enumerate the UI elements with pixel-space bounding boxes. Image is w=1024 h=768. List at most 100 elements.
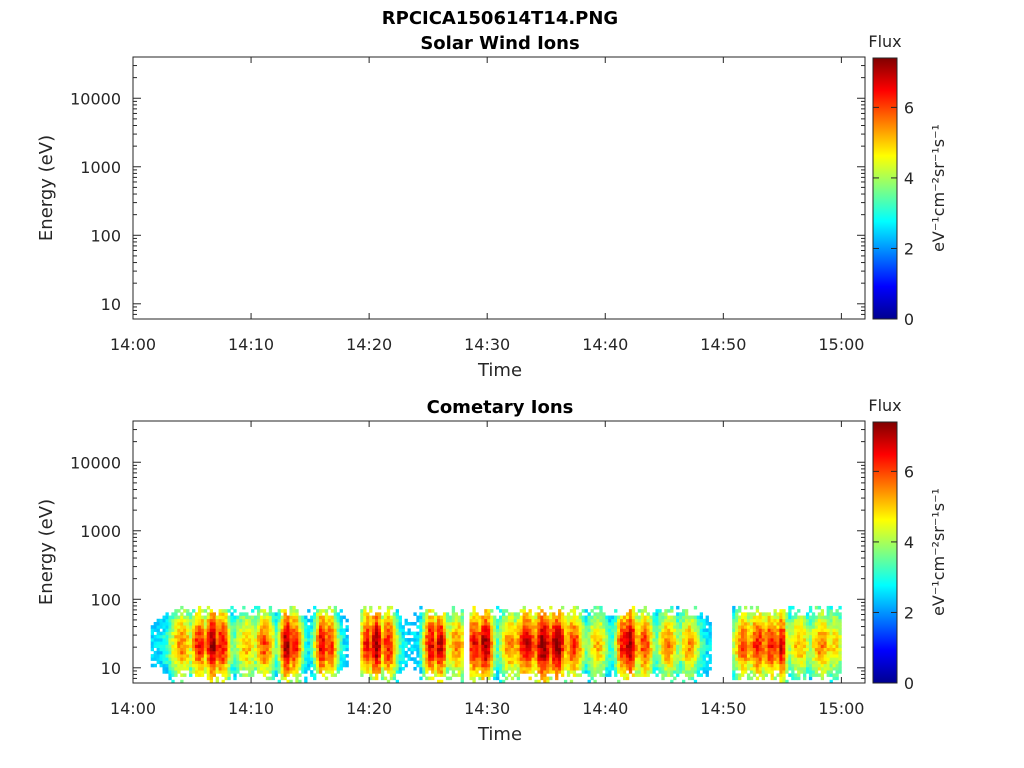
flux-cell xyxy=(602,647,606,652)
flux-cell xyxy=(522,654,526,658)
flux-cell xyxy=(823,650,827,655)
flux-cell xyxy=(369,666,373,671)
flux-cell xyxy=(587,679,591,684)
flux-cell xyxy=(274,663,278,668)
flux-cell xyxy=(372,628,376,632)
flux-cell xyxy=(705,650,709,655)
flux-cell xyxy=(156,628,160,632)
flux-cell xyxy=(661,666,665,671)
flux-cell xyxy=(439,631,444,636)
flux-cell xyxy=(268,650,273,655)
flux-cell xyxy=(805,615,810,620)
flux-cell xyxy=(437,657,441,661)
flux-cell xyxy=(428,638,432,642)
flux-cell xyxy=(248,625,252,629)
flux-cell xyxy=(829,650,833,655)
flux-cell xyxy=(313,676,317,681)
flux-cell xyxy=(800,666,804,671)
flux-cell xyxy=(794,634,798,639)
flux-cell xyxy=(425,663,429,668)
flux-cell xyxy=(194,621,199,626)
flux-cell xyxy=(318,657,323,661)
flux-cell xyxy=(611,625,615,629)
flux-cell xyxy=(575,660,580,665)
flux-cell xyxy=(318,634,323,639)
flux-cell xyxy=(496,676,500,681)
flux-cell xyxy=(248,666,252,671)
flux-cell xyxy=(159,621,163,626)
flux-cell xyxy=(398,638,402,642)
flux-cell xyxy=(321,647,326,652)
flux-cell xyxy=(383,666,388,671)
flux-cell xyxy=(375,673,379,677)
flux-cell xyxy=(224,663,228,668)
flux-cell xyxy=(280,647,284,652)
flux-cell xyxy=(472,679,476,684)
flux-cell xyxy=(333,621,338,626)
flux-cell xyxy=(690,631,695,636)
flux-cell xyxy=(248,650,252,655)
flux-cell xyxy=(192,644,196,649)
flux-cell xyxy=(265,654,270,658)
flux-cell xyxy=(324,634,329,639)
flux-cell xyxy=(835,631,839,636)
flux-cell xyxy=(620,638,624,642)
flux-cell xyxy=(183,618,187,623)
flux-cell xyxy=(826,654,830,658)
flux-cell xyxy=(490,625,494,629)
flux-cell xyxy=(292,625,296,629)
flux-cell xyxy=(233,663,237,668)
x-tick-label: 14:10 xyxy=(228,699,274,718)
flux-cell xyxy=(749,634,754,639)
flux-cell xyxy=(682,657,686,661)
flux-cell xyxy=(817,657,822,661)
flux-cell xyxy=(531,625,535,629)
flux-cell xyxy=(558,660,562,665)
flux-cell xyxy=(552,621,556,626)
flux-cell xyxy=(504,615,509,620)
flux-cell xyxy=(336,612,340,616)
flux-cell xyxy=(658,654,662,658)
flux-cell xyxy=(286,657,290,661)
flux-cell xyxy=(673,660,677,665)
flux-cell xyxy=(682,631,686,636)
flux-cell xyxy=(233,628,237,632)
flux-cell xyxy=(271,631,276,636)
flux-cell xyxy=(286,670,290,674)
flux-cell xyxy=(667,666,671,671)
flux-cell xyxy=(614,618,618,623)
flux-cell xyxy=(572,650,577,655)
flux-cell xyxy=(212,673,216,677)
flux-cell xyxy=(637,631,642,636)
flux-cell xyxy=(596,625,600,629)
flux-cell xyxy=(693,647,698,652)
flux-cell xyxy=(558,641,562,645)
flux-cell xyxy=(268,618,273,623)
flux-cell xyxy=(569,670,574,674)
flux-cell xyxy=(764,634,768,639)
flux-cell xyxy=(380,673,385,677)
flux-cell xyxy=(605,647,609,652)
flux-cell xyxy=(587,625,591,629)
flux-cell xyxy=(404,644,408,649)
flux-cell xyxy=(416,644,420,649)
flux-cell xyxy=(227,644,231,649)
flux-cell xyxy=(732,670,736,674)
colorbar-tick-label: 4 xyxy=(904,533,914,552)
flux-cell xyxy=(664,618,668,623)
flux-cell xyxy=(183,666,187,671)
flux-cell xyxy=(439,625,444,629)
flux-cell xyxy=(814,638,819,642)
flux-cell xyxy=(162,660,166,665)
flux-cell xyxy=(153,625,157,629)
flux-cell xyxy=(398,631,402,636)
flux-cell xyxy=(377,641,382,645)
flux-cell xyxy=(425,631,429,636)
flux-cell xyxy=(555,647,559,652)
flux-cell xyxy=(504,634,509,639)
flux-cell xyxy=(262,673,267,677)
flux-cell xyxy=(233,650,237,655)
flux-cell xyxy=(383,634,388,639)
flux-cell xyxy=(197,631,202,636)
flux-cell xyxy=(602,666,606,671)
